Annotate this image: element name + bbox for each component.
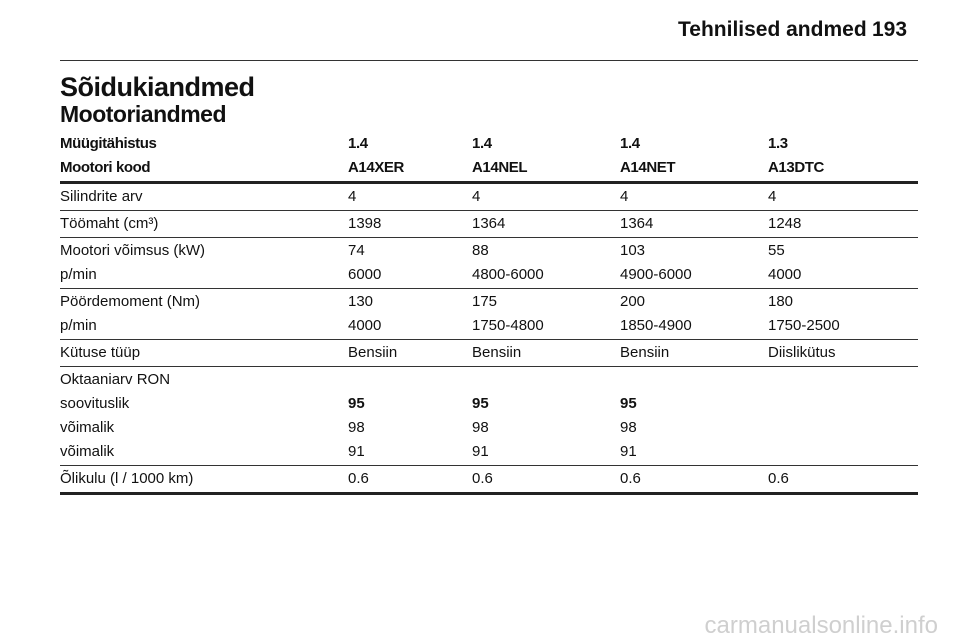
table-row: Mootori võimsus (kW) 74 88 103 55: [60, 239, 918, 263]
row-group: Töömaht (cm³) 1398 1364 1364 1248: [60, 211, 918, 238]
table-row: Müügitähistus 1.4 1.4 1.4 1.3: [60, 132, 918, 156]
table-cell: 98: [620, 419, 637, 436]
row-label: p/min: [60, 317, 97, 334]
row-label: Töömaht (cm³): [60, 215, 159, 232]
table-row: p/min 6000 4800-6000 4900-6000 4000: [60, 263, 918, 287]
watermark: carmanualsonline.info: [704, 612, 938, 639]
table-row: p/min 4000 1750-4800 1850-4900 1750-2500: [60, 314, 918, 338]
table-cell: A14NET: [620, 159, 676, 176]
table-cell: 91: [620, 443, 637, 460]
table-cell: 91: [472, 443, 489, 460]
table-cell: 4: [768, 188, 777, 205]
page-number: 193: [872, 18, 908, 41]
section-subtitle: Mootoriandmed: [60, 101, 227, 127]
table-cell: 55: [768, 242, 785, 259]
row-label: p/min: [60, 266, 97, 283]
table-cell: 1364: [620, 215, 654, 232]
table-cell: 180: [768, 293, 794, 310]
row-label: Silindrite arv: [60, 188, 143, 205]
row-group: Oktaaniarv RON soovituslik 95 95 95 võimalik 9…: [60, 367, 918, 466]
table-cell: 1.3: [768, 135, 788, 152]
table-cell: 88: [472, 242, 489, 259]
table-cell: 103: [620, 242, 646, 259]
row-group: Õlikulu (l / 1000 km) 0.6 0.6 0.6 0.6: [60, 466, 918, 495]
row-group: Pöördemoment (Nm) 130 175 200 180 p/min 4000 17…: [60, 289, 918, 340]
table-cell: 1.4: [472, 135, 492, 152]
row-label: Mootori võimsus (kW): [60, 242, 206, 259]
table-cell: 95: [620, 395, 637, 412]
table-row: Oktaaniarv RON: [60, 368, 918, 392]
table-cell: 0.6: [348, 470, 369, 487]
table-cell: 6000: [348, 266, 382, 283]
table-row: soovituslik 95 95 95: [60, 392, 918, 416]
table-row: Kütuse tüüp Bensiin Bensiin Bensiin Diislikü…: [60, 341, 918, 365]
table-cell: 98: [348, 419, 365, 436]
table-cell: 4: [472, 188, 481, 205]
row-label: Mootori kood: [60, 159, 151, 176]
table-row: Õlikulu (l / 1000 km) 0.6 0.6 0.6 0.6: [60, 467, 918, 491]
table-head: Müügitähistus 1.4 1.4 1.4 1.3 Mootori kood A14…: [60, 132, 918, 184]
table-cell: 95: [348, 395, 365, 412]
table-cell: 4: [348, 188, 357, 205]
table-cell: 4000: [348, 317, 382, 334]
table-cell: 1248: [768, 215, 802, 232]
table-cell: 74: [348, 242, 365, 259]
row-label: Pöördemoment (Nm): [60, 293, 201, 310]
row-label: Õlikulu (l / 1000 km): [60, 470, 194, 487]
table-row: võimalik 91 91 91: [60, 440, 918, 464]
table-cell: Bensiin: [472, 344, 522, 361]
row-label: Kütuse tüüp: [60, 344, 141, 361]
table-cell: A14NEL: [472, 159, 528, 176]
table-cell: 130: [348, 293, 374, 310]
row-group: Silindrite arv 4 4 4 4: [60, 184, 918, 211]
header-title: Tehnilised andmed: [678, 18, 867, 41]
table-cell: Bensiin: [348, 344, 398, 361]
table-cell: 200: [620, 293, 646, 310]
spec-table: Müügitähistus 1.4 1.4 1.4 1.3 Mootori kood A14…: [60, 132, 918, 495]
row-label: soovituslik: [60, 395, 130, 412]
row-label: võimalik: [60, 419, 115, 436]
table-cell: Diislikütus: [768, 344, 836, 361]
table-cell: 91: [348, 443, 365, 460]
table-cell: 0.6: [620, 470, 641, 487]
table-cell: 1850-4900: [620, 317, 692, 334]
table-cell: A13DTC: [768, 159, 824, 176]
row-label: Oktaaniarv RON: [60, 371, 171, 388]
table-cell: Bensiin: [620, 344, 670, 361]
table-row: võimalik 98 98 98: [60, 416, 918, 440]
table-cell: 98: [472, 419, 489, 436]
row-group: Mootori võimsus (kW) 74 88 103 55 p/min 6000 48…: [60, 238, 918, 289]
table-cell: 0.6: [768, 470, 789, 487]
table-cell: A14XER: [348, 159, 404, 176]
table-cell: 4: [620, 188, 629, 205]
table-cell: 1.4: [348, 135, 368, 152]
table-cell: 175: [472, 293, 498, 310]
table-cell: 1.4: [620, 135, 640, 152]
table-row: Mootori kood A14XER A14NEL A14NET A13DTC: [60, 156, 918, 180]
table-cell: 1750-4800: [472, 317, 544, 334]
table-cell: 1364: [472, 215, 506, 232]
table-row: Töömaht (cm³) 1398 1364 1364 1248: [60, 212, 918, 236]
table-row: Silindrite arv 4 4 4 4: [60, 185, 918, 209]
table-cell: 4800-6000: [472, 266, 544, 283]
section-title: Sõidukiandmed: [60, 72, 255, 102]
table-row: Pöördemoment (Nm) 130 175 200 180: [60, 290, 918, 314]
row-label: võimalik: [60, 443, 115, 460]
row-label: Müügitähistus: [60, 135, 157, 152]
table-cell: 4000: [768, 266, 802, 283]
header-rule: [60, 60, 918, 61]
row-group: Kütuse tüüp Bensiin Bensiin Bensiin Diislikü…: [60, 340, 918, 367]
table-cell: 1750-2500: [768, 317, 840, 334]
table-cell: 1398: [348, 215, 382, 232]
table-cell: 95: [472, 395, 489, 412]
table-cell: 4900-6000: [620, 266, 692, 283]
table-cell: 0.6: [472, 470, 493, 487]
